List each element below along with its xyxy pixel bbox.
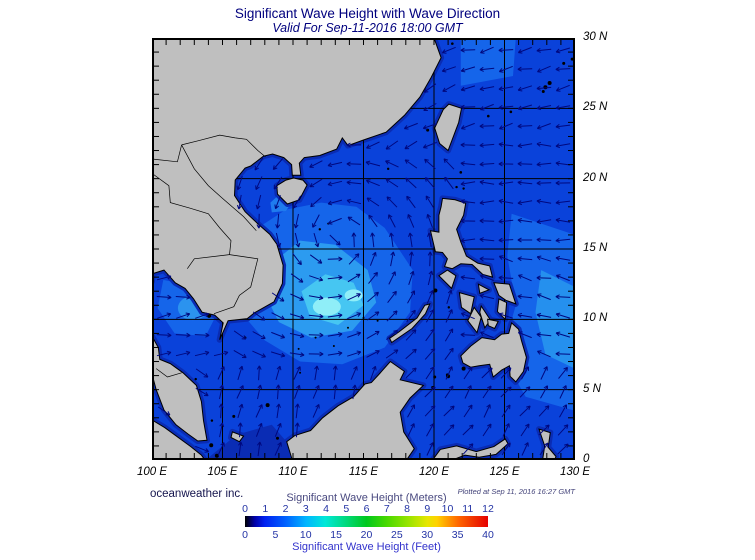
lon-label: 105 E — [207, 466, 238, 478]
feet-tick-label: 40 — [482, 529, 494, 541]
wave-height-map — [149, 35, 575, 463]
feet-tick-label: 35 — [451, 529, 464, 541]
lat-label: 15 N — [583, 241, 608, 254]
page-title: Significant Wave Height with Wave Direct… — [234, 6, 501, 21]
meters-tick-label: 4 — [323, 503, 329, 515]
meters-tick-label: 2 — [282, 503, 289, 515]
meters-tick-label: 12 — [482, 503, 494, 515]
meters-tick-label: 6 — [363, 503, 370, 515]
feet-tick-label: 25 — [391, 529, 403, 541]
map-canvas — [149, 35, 575, 463]
land-polygon — [151, 334, 208, 442]
land-polygon — [429, 197, 494, 278]
meters-tick-label: 0 — [242, 503, 248, 515]
meters-tick-label: 1 — [262, 503, 269, 515]
meters-tick-label: 11 — [462, 503, 474, 515]
lat-label: 20 N — [583, 171, 608, 184]
small-islands — [151, 38, 574, 458]
land-polygon — [496, 298, 508, 321]
meters-tick-label: 10 — [441, 503, 454, 515]
map-frame — [152, 38, 575, 460]
lat-label: 30 N — [583, 31, 608, 43]
meters-tick-label: 8 — [404, 503, 410, 515]
legend-meters-title: Significant Wave Height (Meters) — [286, 492, 447, 504]
wave-direction-arrows — [156, 46, 571, 457]
lat-label: 0 — [583, 452, 590, 465]
feet-tick-label: 5 — [272, 529, 279, 541]
feet-tick-label: 20 — [360, 529, 373, 541]
feet-tick-label: 0 — [242, 529, 248, 541]
land-polygon — [431, 438, 509, 461]
land-polygon — [477, 283, 491, 294]
feet-tick-label: 30 — [421, 529, 434, 541]
land-polygon — [434, 103, 463, 152]
lon-label: 125 E — [489, 466, 520, 478]
plotted-timestamp: Plotted at Sep 11, 2016 16:27 GMT — [457, 487, 575, 496]
land-polygon — [388, 303, 431, 344]
country-borders — [151, 134, 266, 378]
meters-tick-label: 7 — [383, 503, 390, 515]
lat-label: 10 N — [583, 312, 608, 325]
land-polygon — [438, 269, 457, 290]
wave-height-colorbar — [245, 516, 488, 527]
feet-tick-label: 10 — [299, 529, 312, 541]
lon-label: 120 E — [418, 466, 450, 478]
land-polygon — [487, 318, 499, 330]
oceanweather-branding: oceanweather inc. — [150, 488, 244, 500]
meters-tick-label: 9 — [424, 503, 431, 515]
lon-label: 110 E — [278, 466, 308, 478]
lon-label: 130 E — [559, 466, 591, 478]
meters-tick-label: 3 — [302, 503, 309, 515]
meters-tick-label: 5 — [343, 503, 350, 515]
lat-label: 25 N — [583, 101, 608, 114]
landmasses — [151, 37, 557, 461]
lon-label: 100 E — [136, 466, 168, 478]
lon-label: 115 E — [348, 466, 379, 478]
land-polygon — [493, 282, 517, 305]
feet-tick-label: 15 — [330, 529, 342, 541]
valid-time-subtitle: Valid For Sep-11-2016 18:00 GMT — [272, 21, 463, 35]
legend-feet-title: Significant Wave Height (Feet) — [292, 541, 441, 553]
lat-label: 5 N — [583, 382, 601, 395]
degree-ticks — [154, 40, 573, 458]
land-polygon — [286, 360, 425, 461]
